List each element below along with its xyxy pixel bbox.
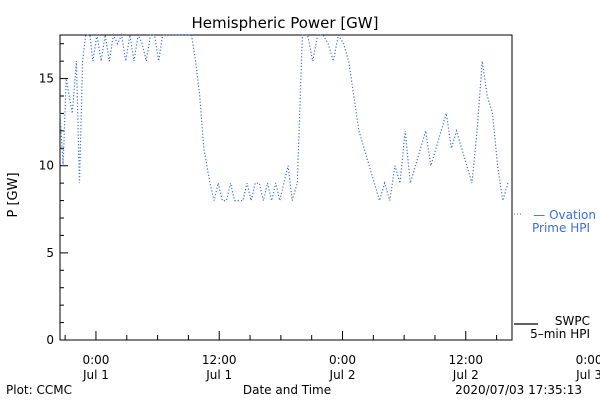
x-tick-date-label: Jul 3 [575,368,600,382]
plot-frame [59,34,513,341]
y-tick-label: 10 [39,159,54,173]
timestamp: 2020/07/03 17:35:13 [455,383,582,397]
series-layer [59,32,509,203]
x-tick-time-label: 12:00 [202,353,237,367]
legend-swpc-line1: SWPC [555,314,590,328]
x-tick-date-label: Jul 1 [205,368,232,382]
plot-credit: Plot: CCMC [6,383,72,397]
x-axis-label: Date and Time [243,383,331,397]
ovation-prime-series-line [59,32,509,203]
y-tick-label: 0 [46,333,54,347]
legend-ovation-line1: — Ovation [533,208,596,222]
x-tick-time-label: 0:00 [329,353,356,367]
x-tick-date-label: Jul 2 [452,368,479,382]
x-tick-date-label: Jul 2 [329,368,356,382]
legend-swpc-line2: 5–min HPI [530,327,590,341]
x-tick-time-label: 0:00 [82,353,109,367]
chart-title: Hemispheric Power [GW] [192,14,379,32]
y-tick-label: 5 [46,246,54,260]
y-axis-ticks: 0 5 10 15 [39,43,68,347]
legend-ovation-line2: Prime HPI [532,221,590,235]
y-axis-label: P [GW] [6,172,21,217]
x-tick-time-label: 12:00 [448,353,483,367]
x-tick-date-label: Jul 1 [82,368,109,382]
x-tick-time-label: 0:00 [576,353,600,367]
y-tick-label: 15 [39,72,54,86]
